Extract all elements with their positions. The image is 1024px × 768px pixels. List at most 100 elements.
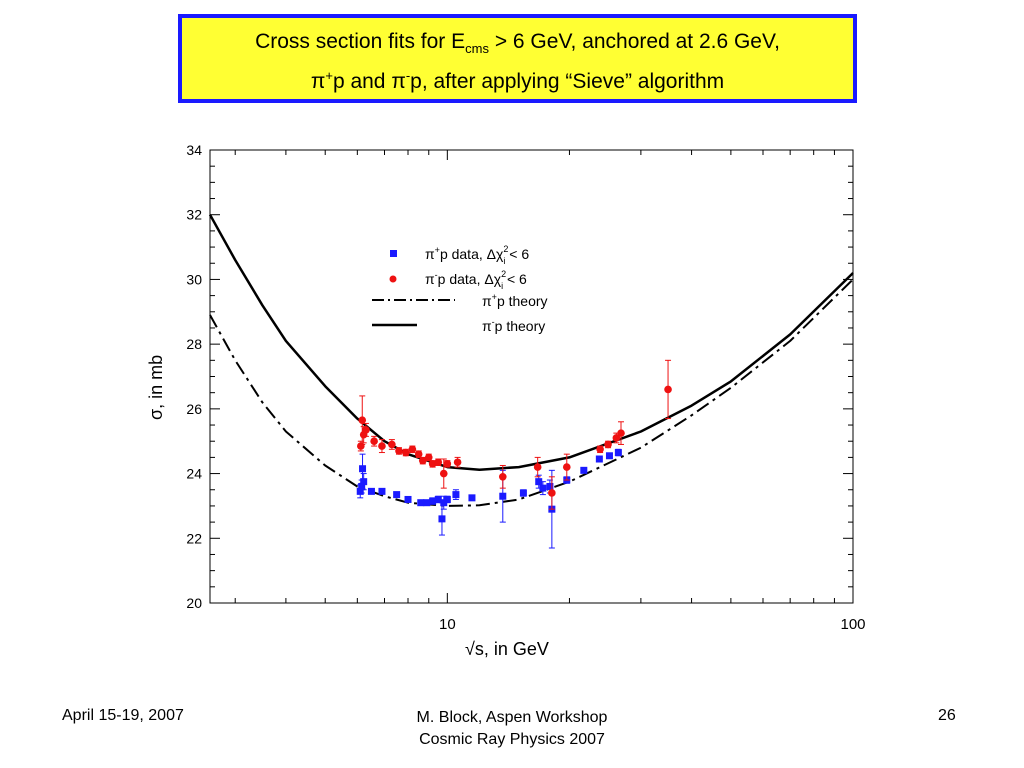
title-superscript: + bbox=[325, 68, 333, 83]
circle-marker bbox=[418, 456, 427, 465]
circle-marker bbox=[388, 440, 396, 449]
square-marker bbox=[393, 491, 401, 499]
square-marker bbox=[499, 492, 507, 500]
footer-date: April 15-19, 2007 bbox=[62, 707, 184, 724]
pi-plus-data-point bbox=[443, 495, 451, 504]
title-text: π bbox=[310, 70, 326, 93]
pi-minus-data-point bbox=[498, 464, 507, 489]
pi-plus-data-point bbox=[605, 452, 613, 460]
circle-marker bbox=[498, 473, 507, 481]
circle-marker bbox=[434, 458, 443, 467]
pi-minus-data-point bbox=[424, 453, 433, 462]
slide-title-box: Cross section fits for Ecms > 6 GeV, anc… bbox=[178, 14, 857, 103]
title-superscript: - bbox=[405, 68, 411, 83]
y-tick-label: 30 bbox=[186, 271, 202, 287]
square-marker bbox=[468, 494, 476, 502]
legend-pi-plus-data-label: π+p data, Δχ2 i < 6 bbox=[425, 244, 529, 266]
circle-marker bbox=[395, 447, 403, 455]
square-marker bbox=[452, 491, 460, 499]
square-marker bbox=[356, 487, 364, 495]
pi-minus-data-point bbox=[370, 435, 378, 447]
pi-plus-data-point bbox=[440, 495, 448, 510]
circle-marker bbox=[424, 453, 433, 462]
x-tick-label: 10 bbox=[439, 616, 456, 633]
circle-marker bbox=[443, 460, 452, 468]
pi-minus-data-point bbox=[548, 476, 556, 510]
title-text: p and π bbox=[332, 70, 406, 93]
x-tick-label: 100 bbox=[840, 616, 865, 633]
circle-marker bbox=[453, 458, 462, 467]
pi-minus-data-point bbox=[378, 439, 386, 454]
title-subscript: cms bbox=[465, 41, 489, 57]
legend-pi-plus-theory-label: π+p theory bbox=[482, 292, 548, 309]
legend-pi-minus-marker bbox=[389, 275, 397, 283]
pi-plus-data-point bbox=[367, 487, 375, 495]
title-text: > 6 GeV, anchored at 2.6 GeV, bbox=[488, 30, 780, 53]
circle-marker bbox=[612, 434, 621, 442]
pi-plus-data-point bbox=[393, 491, 401, 499]
legend: π+p data, Δχ2 i < 6 π-p data, Δχ2 i < 6 π+… bbox=[372, 244, 548, 334]
slide-number: 26 bbox=[938, 707, 956, 724]
square-marker bbox=[429, 497, 437, 505]
circle-marker bbox=[562, 463, 571, 471]
circle-marker bbox=[533, 463, 542, 471]
y-axis-label: σ, in mb bbox=[146, 355, 166, 420]
data-points bbox=[356, 359, 672, 549]
pi-plus-theory-curve bbox=[209, 278, 854, 507]
square-marker bbox=[434, 495, 442, 503]
y-tick-label: 28 bbox=[186, 336, 202, 352]
square-marker bbox=[417, 499, 425, 507]
pi-minus-data-point bbox=[664, 359, 672, 420]
pi-plus-data-point bbox=[423, 499, 431, 507]
pi-plus-data-point bbox=[539, 481, 547, 496]
square-marker bbox=[378, 487, 386, 495]
square-marker bbox=[358, 483, 366, 491]
square-marker bbox=[367, 487, 375, 495]
pi-plus-data-point bbox=[404, 495, 412, 503]
circle-marker bbox=[604, 440, 612, 449]
circle-marker bbox=[362, 426, 370, 434]
square-marker bbox=[605, 452, 613, 460]
y-tick-label: 26 bbox=[186, 401, 202, 417]
circle-marker bbox=[401, 448, 410, 457]
square-marker bbox=[423, 499, 431, 507]
pi-plus-data-point bbox=[595, 455, 603, 463]
pi-minus-data-point bbox=[562, 453, 571, 481]
square-marker bbox=[539, 484, 547, 492]
square-marker bbox=[404, 495, 412, 503]
pi-minus-data-point bbox=[414, 450, 423, 458]
x-axis-label: √s, in GeV bbox=[465, 639, 549, 659]
pi-minus-data-point bbox=[453, 456, 462, 468]
pi-minus-data-point bbox=[408, 445, 417, 454]
pi-minus-data-point bbox=[434, 458, 443, 467]
pi-minus-data-point bbox=[362, 422, 370, 437]
pi-plus-data-point bbox=[580, 466, 588, 474]
square-marker bbox=[360, 478, 368, 486]
pi-minus-data-point bbox=[443, 460, 452, 468]
square-marker bbox=[440, 499, 448, 507]
pi-minus-data-point bbox=[596, 445, 604, 454]
circle-marker bbox=[596, 445, 604, 454]
tick-labels: 10 100 20 22 24 26 28 30 32 34 bbox=[186, 142, 865, 633]
legend-pi-minus-theory-label: π-p theory bbox=[482, 317, 545, 334]
title-text: p, after applying “Sieve” algorithm bbox=[410, 70, 725, 93]
pi-plus-data-point bbox=[429, 497, 437, 505]
pi-minus-data-point bbox=[395, 447, 403, 455]
circle-marker bbox=[357, 442, 365, 450]
y-tick-label: 22 bbox=[186, 530, 202, 546]
circle-marker bbox=[439, 469, 448, 478]
theory-curves bbox=[208, 214, 854, 507]
pi-plus-data-point bbox=[417, 499, 425, 507]
square-marker bbox=[359, 465, 367, 473]
pi-minus-theory-curve bbox=[208, 214, 854, 471]
circle-marker bbox=[408, 445, 417, 454]
title-text: Cross section fits for E bbox=[255, 30, 466, 53]
pi-minus-data-point bbox=[401, 448, 410, 457]
square-marker bbox=[535, 478, 543, 486]
pi-minus-data-point bbox=[604, 440, 612, 449]
legend-pi-plus-marker bbox=[390, 250, 397, 257]
y-tick-label: 32 bbox=[186, 207, 202, 223]
pi-minus-data-point bbox=[533, 456, 542, 478]
circle-marker bbox=[358, 416, 367, 424]
square-marker bbox=[438, 515, 446, 523]
